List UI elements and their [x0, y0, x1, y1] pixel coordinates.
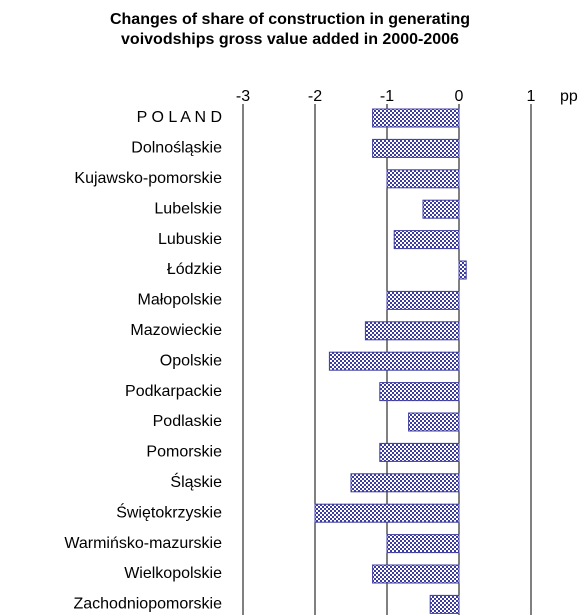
y-tick-label: Kujawsko-pomorskie: [74, 170, 222, 187]
bar: [372, 138, 460, 158]
bar: [386, 534, 460, 554]
x-tick-label: 1: [527, 88, 536, 105]
y-tick-label: Zachodniopomorskie: [73, 596, 222, 613]
bar: [386, 169, 460, 189]
y-tick-label: Warmińsko-mazurskie: [64, 535, 222, 552]
bar: [458, 260, 467, 280]
x-tick-label: -3: [236, 88, 250, 105]
bar: [328, 351, 460, 371]
bar: [350, 473, 460, 493]
bar: [408, 412, 460, 432]
y-tick-label: Wielkopolskie: [124, 565, 222, 582]
y-tick-label: Pomorskie: [146, 444, 222, 461]
y-tick-label: Opolskie: [160, 352, 222, 369]
y-tick-label: Dolnośląskie: [131, 140, 222, 157]
bar: [364, 321, 460, 341]
chart-title: voivodships gross value added in 2000-20…: [121, 31, 459, 48]
y-tick-label: Mazowieckie: [130, 322, 222, 339]
x-tick-label: 0: [455, 88, 464, 105]
y-tick-label: Małopolskie: [138, 292, 223, 309]
y-tick-label: Łódzkie: [167, 261, 222, 278]
bar: [372, 108, 460, 128]
bar: [379, 382, 460, 402]
bar: [393, 230, 460, 250]
bar: [422, 199, 460, 219]
x-tick-label: -2: [308, 88, 322, 105]
bar: [379, 442, 460, 462]
axis-label: pp: [560, 88, 578, 105]
bar: [386, 290, 460, 310]
y-tick-label: Świętokrzyskie: [116, 502, 222, 521]
y-tick-label: P O L A N D: [137, 109, 222, 126]
y-tick-label: Lubuskie: [158, 231, 222, 248]
bar: [314, 503, 460, 523]
y-tick-label: Podlaskie: [153, 413, 222, 430]
y-tick-label: Śląskie: [170, 472, 222, 491]
bar: [429, 594, 460, 614]
y-tick-label: Lubelskie: [154, 200, 222, 217]
x-tick-label: -1: [380, 88, 394, 105]
y-tick-label: Podkarpackie: [125, 383, 222, 400]
bar: [372, 564, 460, 584]
chart-title: Changes of share of construction in gene…: [110, 11, 470, 28]
